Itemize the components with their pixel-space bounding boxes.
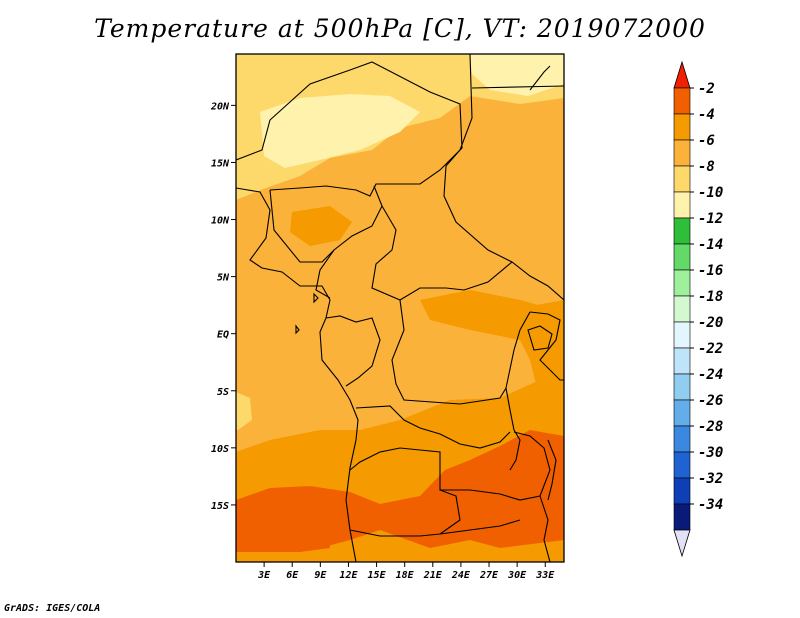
fill-warm-north-patch (290, 206, 352, 246)
grads-credit: GrADS: IGES/COLA (4, 603, 101, 614)
colorbar-label: -18 (698, 289, 723, 305)
coast-red-sea (529, 65, 551, 91)
colorbar-bin (673, 191, 691, 219)
fill-coolest-north (260, 94, 420, 168)
fill-cool-west-coast (236, 392, 252, 430)
colorbar-bin (673, 113, 691, 141)
lon-tick-label: 3E (257, 570, 271, 581)
colorbar-bin (673, 451, 691, 479)
colorbar-bin (673, 347, 691, 375)
border-namibia (349, 519, 521, 537)
colorbar-label: -22 (698, 341, 723, 357)
colorbar-label: -2 (698, 81, 715, 97)
lake-tanganyika (505, 387, 521, 471)
fill-warmest-sw (236, 514, 330, 552)
lon-tick-label: 6E (286, 570, 299, 581)
colorbar-label: -34 (698, 497, 723, 513)
lon-tick-label: 9E (314, 570, 327, 581)
lon-tick-label: 33E (535, 570, 555, 581)
longitude-axis: 3E 6E 9E 12E 15E 18E 21E 24E 27E 30E 33E (257, 562, 555, 581)
colorbar-label: -4 (698, 107, 715, 123)
colorbar-bin (673, 373, 691, 401)
border-mozambique (539, 495, 551, 562)
lon-tick-label: 30E (507, 570, 527, 581)
lake-malawi (547, 439, 557, 501)
fill-coolest-northeast (470, 54, 564, 96)
map-title: Temperature at 500hPa [C], VT: 201907200… (94, 14, 706, 43)
lat-tick-label: EQ (217, 330, 229, 341)
lat-tick-label: 10N (211, 216, 230, 227)
lon-tick-label: 27E (479, 570, 499, 581)
lat-tick-label: 20N (210, 101, 230, 112)
sao-tome-island (295, 324, 300, 335)
colorbar-label: -32 (698, 471, 723, 487)
fill-warmest-south (236, 430, 564, 548)
colorbar-label: -24 (698, 367, 723, 383)
colorbar-label: -12 (698, 211, 723, 227)
colorbar-bottom-triangle (673, 529, 691, 558)
border-drc-south (355, 405, 511, 449)
lat-tick-label: 10S (211, 444, 229, 455)
colorbar-bin (673, 477, 691, 505)
colorbar-label: -8 (698, 159, 715, 175)
colorbar: -2 -4 -6 -8 -10 -12 -14 -16 -18 -20 -22 -24 -26 -28 -3… (673, 60, 723, 558)
lat-tick-label: 15S (211, 501, 229, 512)
colorbar-bin (673, 269, 691, 297)
colorbar-bin (673, 503, 691, 531)
colorbar-label: -30 (698, 445, 723, 461)
lon-tick-label: 12E (339, 570, 358, 581)
colorbar-label: -26 (698, 393, 723, 409)
colorbar-bin (673, 243, 691, 271)
colorbar-top-triangle (673, 60, 691, 89)
lat-tick-label: 5N (217, 273, 230, 284)
colorbar-bin (673, 87, 691, 115)
colorbar-label: -6 (698, 133, 715, 149)
border-libya-egypt (443, 54, 564, 301)
colorbar-bin (673, 217, 691, 245)
border-drc-north (391, 299, 531, 405)
colorbar-label: -16 (698, 263, 723, 279)
lake-victoria (527, 325, 553, 351)
colorbar-label: -20 (698, 315, 723, 331)
border-gabon-congo (325, 315, 381, 387)
border-east-africa (529, 311, 564, 381)
lon-tick-label: 15E (368, 570, 387, 581)
border-cameroon (315, 249, 335, 299)
latitude-axis: 20N 15N 10N 5N EQ 5S 10S 15S (210, 101, 236, 512)
lat-tick-label: 15N (211, 158, 230, 169)
border-mali-algeria (236, 61, 463, 197)
country-borders (236, 54, 564, 562)
border-sudan-north (471, 85, 564, 89)
colorbar-bin (673, 425, 691, 453)
map-frame (235, 53, 565, 563)
lat-tick-label: 5S (217, 387, 229, 398)
lon-tick-label: 18E (396, 570, 415, 581)
lon-tick-label: 24E (451, 570, 471, 581)
temperature-fill (236, 54, 564, 562)
lon-tick-label: 21E (423, 570, 443, 581)
colorbar-label: -14 (698, 237, 723, 253)
bioko-island (313, 292, 319, 304)
colorbar-label: -10 (698, 185, 723, 201)
colorbar-label: -28 (698, 419, 723, 435)
colorbar-bin (673, 399, 691, 427)
colorbar-bin (673, 321, 691, 349)
colorbar-bin (673, 295, 691, 323)
colorbar-bin (673, 165, 691, 193)
border-angola (349, 447, 461, 535)
fill-warm-ne (520, 300, 564, 420)
colorbar-bin (673, 139, 691, 167)
